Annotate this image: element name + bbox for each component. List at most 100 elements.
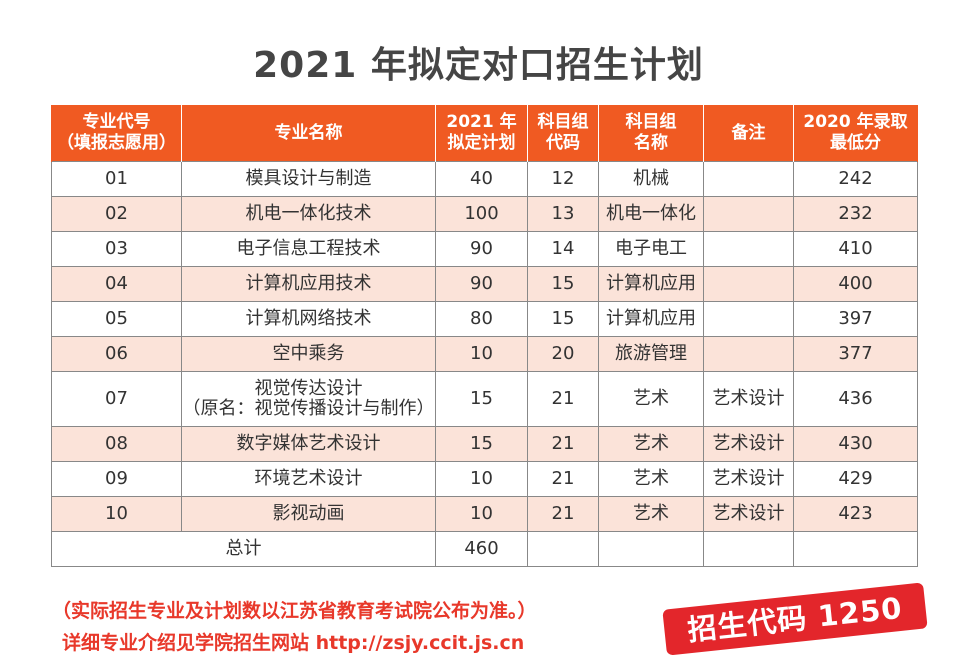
group-name-cell: 计算机应用 bbox=[598, 266, 704, 302]
group-name-cell: 艺术 bbox=[598, 371, 704, 427]
plan-cell: 10 bbox=[435, 461, 528, 497]
plan-cell: 90 bbox=[435, 266, 528, 302]
major-code-cell: 10 bbox=[51, 496, 182, 532]
major-code-cell: 09 bbox=[51, 461, 182, 497]
min-score-cell: 377 bbox=[793, 336, 918, 372]
min-score-cell: 410 bbox=[793, 231, 918, 267]
major-name-cell: 视觉传达设计 （原名：视觉传播设计与制作） bbox=[181, 371, 436, 427]
major-name-cell: 数字媒体艺术设计 bbox=[181, 426, 436, 462]
table-row: 10 影视动画 10 21 艺术 艺术设计 423 bbox=[51, 496, 918, 532]
major-name-cell: 影视动画 bbox=[181, 496, 436, 532]
table-row: 06 空中乘务 10 20 旅游管理 377 bbox=[51, 336, 918, 372]
group-name-cell: 机械 bbox=[598, 161, 704, 197]
major-name-cell: 空中乘务 bbox=[181, 336, 436, 372]
table-row: 05 计算机网络技术 80 15 计算机应用 397 bbox=[51, 301, 918, 337]
plan-cell: 80 bbox=[435, 301, 528, 337]
disclaimer-note: （实际招生专业及计划数以江苏省教育考试院公布为准。） bbox=[52, 600, 537, 622]
page-title: 2021 年拟定对口招生计划 bbox=[253, 45, 704, 86]
plan-cell: 90 bbox=[435, 231, 528, 267]
group-name-cell: 电子电工 bbox=[598, 231, 704, 267]
group-name-cell: 机电一体化 bbox=[598, 196, 704, 232]
group-code-cell: 15 bbox=[527, 266, 599, 302]
empty-cell bbox=[598, 531, 704, 567]
major-name-line: 视觉传达设计 bbox=[254, 378, 363, 399]
note-cell bbox=[703, 231, 794, 267]
empty-cell bbox=[793, 531, 918, 567]
header-min-score-2020: 2020 年录取 最低分 bbox=[793, 105, 918, 162]
table-row: 09 环境艺术设计 10 21 艺术 艺术设计 429 bbox=[51, 461, 918, 497]
major-code-cell: 08 bbox=[51, 426, 182, 462]
min-score-cell: 436 bbox=[793, 371, 918, 427]
note-cell bbox=[703, 266, 794, 302]
note-cell bbox=[703, 196, 794, 232]
min-score-cell: 397 bbox=[793, 301, 918, 337]
total-plan-cell: 460 bbox=[435, 531, 528, 567]
plan-cell: 15 bbox=[435, 426, 528, 462]
group-code-cell: 13 bbox=[527, 196, 599, 232]
plan-cell: 100 bbox=[435, 196, 528, 232]
major-name-cell: 电子信息工程技术 bbox=[181, 231, 436, 267]
note-cell bbox=[703, 301, 794, 337]
note-cell: 艺术设计 bbox=[703, 461, 794, 497]
plan-cell: 10 bbox=[435, 336, 528, 372]
min-score-cell: 429 bbox=[793, 461, 918, 497]
major-code-cell: 07 bbox=[51, 371, 182, 427]
table-row: 01 模具设计与制造 40 12 机械 242 bbox=[51, 161, 918, 197]
note-cell: 艺术设计 bbox=[703, 371, 794, 427]
total-label-cell: 总计 bbox=[51, 531, 436, 567]
table-header-row: 专业代号 （填报志愿用） 专业名称 2021 年 拟定计划 科目组 代码 科目组… bbox=[51, 105, 918, 162]
table-row: 03 电子信息工程技术 90 14 电子电工 410 bbox=[51, 231, 918, 267]
enrollment-plan-table: 专业代号 （填报志愿用） 专业名称 2021 年 拟定计划 科目组 代码 科目组… bbox=[51, 105, 918, 567]
major-name-cell: 机电一体化技术 bbox=[181, 196, 436, 232]
note-cell bbox=[703, 336, 794, 372]
major-code-cell: 03 bbox=[51, 231, 182, 267]
group-code-cell: 20 bbox=[527, 336, 599, 372]
enrollment-code-badge: 招生代码 1250 bbox=[662, 582, 928, 656]
min-score-cell: 242 bbox=[793, 161, 918, 197]
plan-cell: 40 bbox=[435, 161, 528, 197]
min-score-cell: 423 bbox=[793, 496, 918, 532]
group-code-cell: 21 bbox=[527, 371, 599, 427]
group-code-cell: 12 bbox=[527, 161, 599, 197]
empty-cell bbox=[703, 531, 794, 567]
group-name-cell: 计算机应用 bbox=[598, 301, 704, 337]
note-cell: 艺术设计 bbox=[703, 496, 794, 532]
group-name-cell: 艺术 bbox=[598, 426, 704, 462]
major-name-cell: 计算机应用技术 bbox=[181, 266, 436, 302]
table-row: 07 视觉传达设计 （原名：视觉传播设计与制作） 15 21 艺术 艺术设计 4… bbox=[51, 371, 918, 427]
group-name-cell: 艺术 bbox=[598, 461, 704, 497]
note-cell: 艺术设计 bbox=[703, 426, 794, 462]
group-code-cell: 14 bbox=[527, 231, 599, 267]
group-code-cell: 15 bbox=[527, 301, 599, 337]
header-group-name: 科目组 名称 bbox=[598, 105, 704, 162]
empty-cell bbox=[527, 531, 599, 567]
table-row: 04 计算机应用技术 90 15 计算机应用 400 bbox=[51, 266, 918, 302]
major-name-cell: 计算机网络技术 bbox=[181, 301, 436, 337]
major-code-cell: 02 bbox=[51, 196, 182, 232]
website-note: 详细专业介绍见学院招生网站 http://zsjy.ccit.js.cn bbox=[62, 632, 525, 654]
header-major-code: 专业代号 （填报志愿用） bbox=[51, 105, 182, 162]
group-code-cell: 21 bbox=[527, 426, 599, 462]
major-code-cell: 04 bbox=[51, 266, 182, 302]
header-group-code: 科目组 代码 bbox=[527, 105, 599, 162]
group-code-cell: 21 bbox=[527, 461, 599, 497]
header-plan-2021: 2021 年 拟定计划 bbox=[435, 105, 528, 162]
major-name-cell: 环境艺术设计 bbox=[181, 461, 436, 497]
table-row: 02 机电一体化技术 100 13 机电一体化 232 bbox=[51, 196, 918, 232]
min-score-cell: 232 bbox=[793, 196, 918, 232]
min-score-cell: 400 bbox=[793, 266, 918, 302]
group-name-cell: 旅游管理 bbox=[598, 336, 704, 372]
major-code-cell: 05 bbox=[51, 301, 182, 337]
note-cell bbox=[703, 161, 794, 197]
header-major-name: 专业名称 bbox=[181, 105, 436, 162]
major-code-cell: 01 bbox=[51, 161, 182, 197]
header-note: 备注 bbox=[703, 105, 794, 162]
group-code-cell: 21 bbox=[527, 496, 599, 532]
min-score-cell: 430 bbox=[793, 426, 918, 462]
group-name-cell: 艺术 bbox=[598, 496, 704, 532]
major-name-cell: 模具设计与制造 bbox=[181, 161, 436, 197]
table-row: 08 数字媒体艺术设计 15 21 艺术 艺术设计 430 bbox=[51, 426, 918, 462]
major-code-cell: 06 bbox=[51, 336, 182, 372]
total-row: 总计 460 bbox=[51, 531, 918, 567]
plan-cell: 10 bbox=[435, 496, 528, 532]
